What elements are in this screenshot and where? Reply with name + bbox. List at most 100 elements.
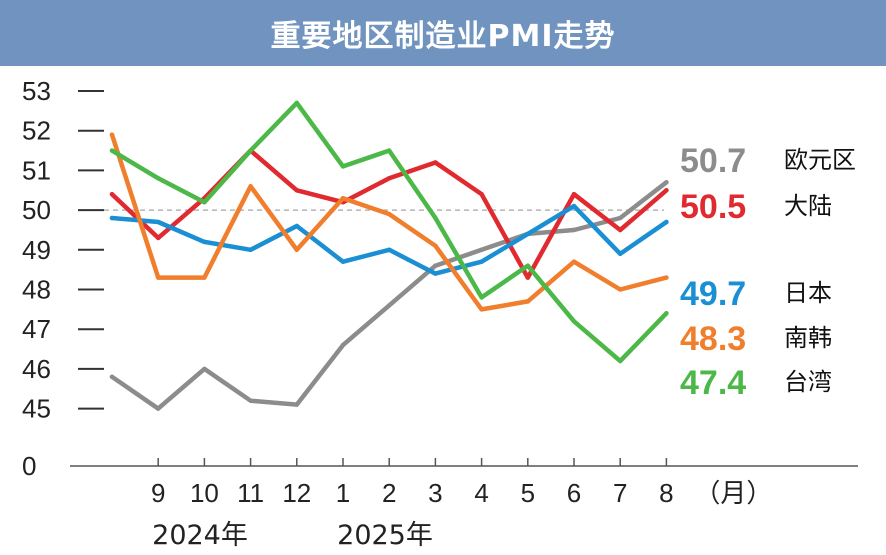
- end-value-台湾: 47.4: [680, 364, 746, 402]
- title-bar: 重要地区制造业PMI走势: [0, 0, 886, 66]
- y-tick-label-53: 53: [22, 76, 51, 106]
- data-point: [109, 192, 115, 197]
- data-point: [433, 243, 438, 249]
- data-point: [618, 215, 623, 221]
- data-point: [525, 299, 530, 304]
- end-value-大陆: 50.5: [680, 188, 746, 226]
- data-point: [618, 251, 623, 256]
- data-point: [156, 176, 161, 181]
- chart-title: 重要地区制造业PMI走势: [270, 19, 616, 54]
- x-axis-ticks: 9 10 11 12 1 2 3 4 5 6 7 8 （月）2024年 2025年: [151, 458, 772, 551]
- series-line-台湾: [109, 100, 669, 364]
- x-tick-label-2: 2: [382, 478, 396, 508]
- x-tick-label-12: 12: [282, 478, 311, 508]
- data-point: [664, 188, 669, 193]
- data-point: [340, 342, 346, 348]
- data-point: [479, 295, 484, 300]
- data-point: [618, 287, 623, 292]
- end-name-欧元区: 欧元区: [784, 146, 856, 174]
- x-tick-label-9: 9: [151, 478, 165, 508]
- data-point: [109, 132, 115, 137]
- data-point: [294, 402, 299, 407]
- data-point: [479, 192, 484, 197]
- data-point: [618, 227, 623, 233]
- data-point: [248, 184, 253, 189]
- data-point: [571, 203, 577, 209]
- x-tick-label-4: 4: [474, 478, 488, 508]
- data-point: [248, 398, 253, 403]
- x-tick-label-11: 11: [237, 478, 264, 508]
- data-point: [387, 148, 392, 153]
- year-label-2024: 2024年: [152, 520, 248, 551]
- end-name-日本: 日本: [784, 279, 832, 307]
- x-tick-label-3: 3: [428, 478, 442, 508]
- y-tick-label-47: 47: [22, 314, 51, 344]
- data-point: [294, 188, 299, 193]
- end-name-台湾: 台湾: [784, 368, 832, 396]
- data-point: [202, 239, 207, 245]
- data-point: [202, 366, 207, 372]
- y-tick-label-45: 45: [22, 394, 51, 424]
- data-point: [156, 275, 161, 280]
- data-point: [525, 231, 530, 237]
- data-point: [294, 247, 299, 252]
- data-point: [387, 211, 392, 217]
- data-point: [294, 100, 299, 106]
- x-unit-label: （月）: [694, 478, 772, 508]
- y-axis: 53 52 51 50 49 48 47 46 45 0: [22, 76, 104, 481]
- data-point: [340, 259, 346, 264]
- end-value-南韩: 48.3: [680, 320, 746, 358]
- x-tick-label-5: 5: [521, 478, 535, 508]
- x-tick-label-10: 10: [190, 478, 219, 508]
- year-label-2025: 2025年: [337, 520, 433, 551]
- y-tick-label-49: 49: [22, 235, 51, 265]
- y-tick-label-0: 0: [22, 451, 36, 481]
- data-point: [664, 219, 669, 225]
- data-point: [571, 192, 577, 197]
- end-name-南韩: 南韩: [784, 324, 832, 352]
- data-point: [109, 148, 115, 153]
- data-point: [202, 275, 207, 280]
- data-point: [433, 263, 438, 268]
- y-tick-label-51: 51: [22, 155, 51, 185]
- data-point: [387, 247, 392, 252]
- data-point: [340, 164, 346, 169]
- data-point: [571, 259, 577, 264]
- x-tick-label-7: 7: [613, 478, 627, 508]
- data-point: [109, 374, 115, 380]
- data-point: [109, 215, 115, 221]
- data-point: [387, 303, 392, 308]
- data-point: [340, 195, 346, 201]
- data-point: [156, 235, 161, 241]
- data-point: [156, 219, 161, 225]
- data-point: [202, 199, 207, 205]
- series-lines: [109, 100, 669, 411]
- data-point: [248, 148, 253, 153]
- end-labels: 50.7 欧元区 50.5 大陆 49.7 日本 48.3 南韩 47.4 台湾: [680, 142, 856, 402]
- x-tick-label-1: 1: [336, 478, 350, 508]
- end-value-日本: 49.7: [680, 275, 746, 313]
- data-point: [387, 176, 392, 181]
- data-point: [525, 275, 530, 280]
- data-point: [479, 259, 484, 264]
- data-point: [479, 247, 484, 252]
- data-point: [479, 307, 484, 312]
- data-point: [618, 358, 623, 364]
- data-point: [294, 223, 299, 229]
- data-point: [433, 215, 438, 221]
- data-point: [248, 247, 253, 252]
- data-point: [156, 406, 161, 411]
- y-tick-label-46: 46: [22, 354, 51, 384]
- end-value-欧元区: 50.7: [680, 142, 746, 180]
- end-name-大陆: 大陆: [784, 192, 832, 220]
- x-tick-label-8: 8: [659, 478, 673, 508]
- data-point: [664, 275, 669, 280]
- data-point: [571, 227, 577, 233]
- x-tick-label-6: 6: [567, 478, 581, 508]
- data-point: [664, 180, 669, 185]
- data-point: [571, 319, 577, 324]
- series-line-南韩: [109, 132, 669, 312]
- data-point: [433, 271, 438, 276]
- y-tick-label-48: 48: [22, 275, 51, 305]
